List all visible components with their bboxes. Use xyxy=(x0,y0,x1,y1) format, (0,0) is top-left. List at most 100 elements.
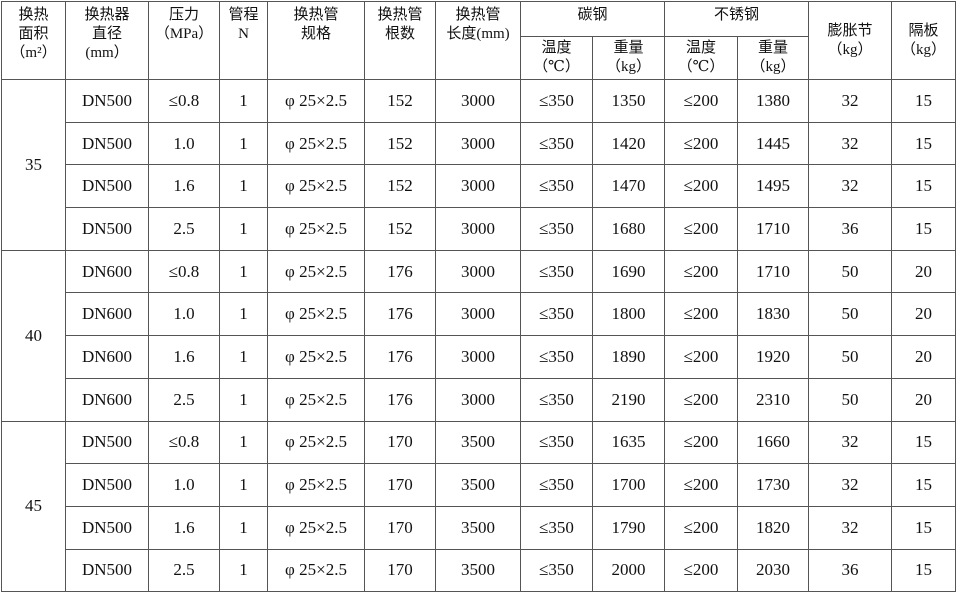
header-passes: 管程 N xyxy=(219,1,268,80)
cell-tube-count: 176 xyxy=(364,335,436,379)
cell-carbon-temperature: ≤350 xyxy=(520,207,593,251)
table-row: DN600 2.5 1 φ 25×2.5 176 3000 ≤350 2190 ≤200 2310… xyxy=(2,377,956,422)
cell-tube-spec: φ 25×2.5 xyxy=(267,335,365,379)
cell-passes: 1 xyxy=(219,207,268,251)
header-expansion-joint: 膨胀节 （kg） xyxy=(808,1,893,80)
cell-pressure: ≤0.8 xyxy=(148,249,220,294)
table-row: DN500 1.0 1 φ 25×2.5 170 3500 ≤350 1700 ≤200 1730… xyxy=(2,463,956,507)
cell-diameter: DN500 xyxy=(65,463,149,507)
cell-tube-count: 176 xyxy=(364,377,436,422)
cell-carbon-weight: 2000 xyxy=(591,548,666,593)
cell-passes: 1 xyxy=(219,292,268,337)
table-row: 40 DN600 ≤0.8 1 φ 25×2.5 176 3000 ≤350 1690 ≤200 1… xyxy=(1,249,956,422)
cell-expansion-joint: 32 xyxy=(808,164,893,209)
cell-carbon-weight: 1350 xyxy=(591,79,666,123)
header-stainless-weight: 重量 （kg） xyxy=(737,36,810,80)
cell-pressure: 1.0 xyxy=(148,292,220,337)
table-row: 45 DN500 ≤0.8 1 φ 25×2.5 170 3500 ≤350 1635 ≤200 1… xyxy=(1,420,956,593)
cell-diameter: DN600 xyxy=(65,377,149,422)
cell-pressure: 1.6 xyxy=(148,164,220,209)
cell-pressure: 2.5 xyxy=(148,548,220,593)
cell-tube-count: 170 xyxy=(364,463,436,507)
cell-carbon-temperature: ≤350 xyxy=(520,463,593,507)
cell-tube-length: 3500 xyxy=(435,463,521,507)
cell-tube-length: 3500 xyxy=(435,548,521,593)
cell-stainless-temperature: ≤200 xyxy=(664,463,739,507)
cell-expansion-joint: 32 xyxy=(808,121,893,166)
header-stainless-temperature: 温度 （℃） xyxy=(664,36,739,80)
cell-diameter: DN500 xyxy=(65,505,149,550)
cell-pressure: 1.0 xyxy=(148,121,220,166)
cell-stainless-weight: 1820 xyxy=(737,505,810,550)
table-row: DN600 1.6 1 φ 25×2.5 176 3000 ≤350 1890 ≤200 1920… xyxy=(2,335,956,379)
cell-stainless-temperature: ≤200 xyxy=(664,420,739,465)
cell-stainless-temperature: ≤200 xyxy=(664,79,739,123)
table-row: DN500 1.0 1 φ 25×2.5 152 3000 ≤350 1420 ≤200 1445… xyxy=(2,121,956,166)
cell-carbon-weight: 1700 xyxy=(591,463,666,507)
cell-tube-spec: φ 25×2.5 xyxy=(267,463,365,507)
cell-baffle: 20 xyxy=(891,335,956,379)
cell-baffle: 15 xyxy=(891,121,956,166)
cell-tube-count: 170 xyxy=(364,548,436,593)
cell-tube-length: 3000 xyxy=(435,292,521,337)
cell-tube-spec: φ 25×2.5 xyxy=(267,164,365,209)
header-tube-length: 换热管 长度(mm) xyxy=(435,1,521,80)
cell-carbon-weight: 1790 xyxy=(591,505,666,550)
cell-area: 35 xyxy=(1,79,66,251)
cell-baffle: 20 xyxy=(891,292,956,337)
cell-diameter: DN500 xyxy=(65,121,149,166)
cell-passes: 1 xyxy=(219,249,268,294)
cell-stainless-temperature: ≤200 xyxy=(664,548,739,593)
cell-tube-count: 152 xyxy=(364,121,436,166)
cell-diameter: DN600 xyxy=(65,292,149,337)
cell-tube-length: 3500 xyxy=(435,420,521,465)
header-pressure: 压力 （MPa） xyxy=(148,1,220,80)
cell-stainless-temperature: ≤200 xyxy=(664,335,739,379)
cell-diameter: DN500 xyxy=(65,207,149,251)
table-row: DN600 1.0 1 φ 25×2.5 176 3000 ≤350 1800 ≤200 1830… xyxy=(2,292,956,337)
cell-passes: 1 xyxy=(219,505,268,550)
table-row: 35 DN500 ≤0.8 1 φ 25×2.5 152 3000 ≤350 1350 ≤200 1… xyxy=(1,79,956,251)
cell-pressure: 2.5 xyxy=(148,207,220,251)
cell-tube-length: 3000 xyxy=(435,79,521,123)
cell-tube-count: 152 xyxy=(364,207,436,251)
cell-carbon-temperature: ≤350 xyxy=(520,292,593,337)
cell-stainless-temperature: ≤200 xyxy=(664,292,739,337)
cell-pressure: 1.6 xyxy=(148,335,220,379)
cell-expansion-joint: 32 xyxy=(808,505,893,550)
cell-tube-count: 170 xyxy=(364,505,436,550)
cell-stainless-temperature: ≤200 xyxy=(664,249,739,294)
cell-tube-count: 152 xyxy=(364,79,436,123)
cell-pressure: 1.6 xyxy=(148,505,220,550)
cell-carbon-weight: 2190 xyxy=(591,377,666,422)
cell-baffle: 15 xyxy=(891,505,956,550)
cell-passes: 1 xyxy=(219,79,268,123)
cell-carbon-temperature: ≤350 xyxy=(520,164,593,209)
header-carbon-temperature: 温度 （℃） xyxy=(520,36,593,80)
cell-diameter: DN600 xyxy=(65,335,149,379)
cell-diameter: DN500 xyxy=(65,420,149,465)
cell-stainless-weight: 1710 xyxy=(737,207,810,251)
cell-passes: 1 xyxy=(219,463,268,507)
cell-tube-length: 3000 xyxy=(435,164,521,209)
cell-tube-length: 3000 xyxy=(435,121,521,166)
cell-baffle: 15 xyxy=(891,79,956,123)
cell-expansion-joint: 50 xyxy=(808,335,893,379)
cell-diameter: DN500 xyxy=(65,548,149,593)
cell-tube-spec: φ 25×2.5 xyxy=(267,207,365,251)
cell-expansion-joint: 36 xyxy=(808,548,893,593)
cell-expansion-joint: 32 xyxy=(808,463,893,507)
cell-carbon-temperature: ≤350 xyxy=(520,420,593,465)
cell-expansion-joint: 50 xyxy=(808,292,893,337)
cell-baffle: 20 xyxy=(891,249,956,294)
header-carbon-weight: 重量 （kg） xyxy=(591,36,666,80)
cell-area: 40 xyxy=(1,249,66,422)
cell-stainless-weight: 1730 xyxy=(737,463,810,507)
header-baffle: 隔板 （kg） xyxy=(891,1,956,80)
cell-stainless-weight: 1710 xyxy=(737,249,810,294)
cell-tube-spec: φ 25×2.5 xyxy=(267,121,365,166)
cell-tube-length: 3000 xyxy=(435,377,521,422)
cell-passes: 1 xyxy=(219,420,268,465)
cell-carbon-temperature: ≤350 xyxy=(520,505,593,550)
cell-baffle: 20 xyxy=(891,377,956,422)
